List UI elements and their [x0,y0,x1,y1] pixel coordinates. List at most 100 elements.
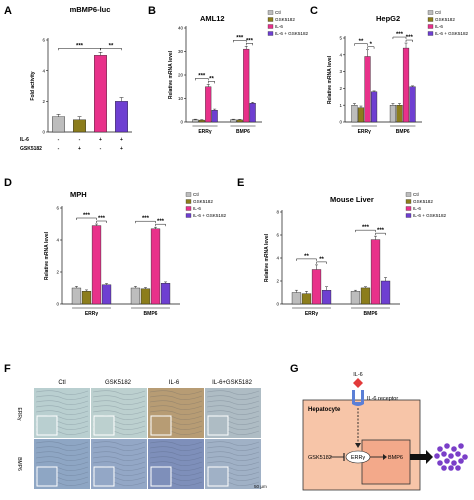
chart-d-ylabel: Relative mRNA level [44,231,50,280]
panel-letter-a: A [4,5,12,17]
panel-letter-b: B [148,5,156,17]
tissue-texture [92,395,146,400]
chart-d-legend-label: IL-6 [193,206,201,211]
chart-d-legend-label: Ctl [193,192,199,197]
bmp6-protein-dot [444,443,450,449]
chart-e: Mouse Liver 0 2 4 6 8 Relative mRNA level ERRγ B… [264,192,447,317]
tissue-texture [149,446,203,451]
chart-e-legend-label: IL-6 + GSK5182 [413,213,447,218]
chart-d-legend-swatch [185,213,192,218]
histology-inset [150,415,172,436]
chart-b-ytick-label: 0 [180,120,183,125]
chart-e-title: Mouse Liver [330,195,374,204]
chart-e-legend-swatch [405,199,412,204]
panel-letter-d: D [4,177,12,189]
chart-e-bar [291,292,302,305]
chart-c-ytick-label: 4 [339,52,342,57]
tissue-texture [206,446,260,451]
chart-e-ytick-label: 4 [276,256,279,261]
chart-b-legend-label: Ctl [275,10,281,15]
chart-a-condition-mark: - [58,146,60,152]
tissue-texture [206,451,260,456]
chart-a-condition-mark: + [78,146,81,152]
chart-c-category-label: ERRγ [358,129,372,135]
tissue-texture [35,461,89,466]
chart-c-legend-swatch [427,17,434,22]
tissue-texture [35,441,89,446]
tissue-texture [35,400,89,405]
tissue-texture [92,400,146,405]
chart-a-condition-mark: - [100,146,102,152]
chart-b-bar [211,110,218,123]
chart-b: AML12 0 10 20 30 40 Relative mRNA level ERRγ BMP… [168,10,309,135]
bmp6-protein-cluster [434,443,468,471]
chart-d-title: MPH [70,190,87,199]
histo-col-combo: IL-6+GSK5182 [212,380,253,386]
histology-grid: Ctl GSK5182 IL-6 IL-6+GSK5182 ERRγ BMP6 … [16,380,267,491]
bmp6-protein-dot [458,443,464,449]
chart-c-bar [351,104,358,123]
chart-a-condition-mark: - [58,137,60,143]
chart-c-legend-swatch [427,31,434,36]
chart-d-legend-label: IL-6 + GSK5182 [193,213,227,218]
chart-e-legend-swatch [405,192,412,197]
tissue-texture [92,390,146,395]
chart-e-bar [321,290,332,305]
chart-e-bar [360,287,371,305]
chart-e-sig-label: ** [319,257,324,263]
panel-letter-e: E [237,177,244,189]
chart-c-sig-label: ** [359,39,364,45]
chart-b-bar [198,119,205,123]
export-arrowhead [426,450,433,464]
nucleus-region [361,439,411,485]
chart-e-ytick-label: 0 [276,302,279,307]
chart-c-ytick-label: 5 [339,36,342,41]
chart-d-sig-label: *** [98,216,106,222]
chart-d-ytick-label: 4 [56,238,59,243]
tissue-texture [206,456,260,461]
tissue-texture [206,395,260,400]
il6-ligand-icon [353,378,363,388]
tissue-texture [92,441,146,446]
chart-e-bar [370,239,381,305]
histology-inset [36,466,58,487]
chart-a-ylabel: Fold activity [30,71,36,100]
chart-c-legend-label: IL-6 + GSK5182 [435,31,469,36]
chart-b-legend-label: IL-6 + GSK5182 [275,31,309,36]
chart-b-ytick-label: 40 [178,26,184,31]
chart-b-sig-label: ** [209,76,214,82]
panel-letter-g: G [290,363,299,375]
export-arrow [410,454,426,460]
chart-d-category-label: ERRγ [85,311,99,317]
chart-b-ytick-label: 10 [178,96,184,101]
chart-c-sig-label: * [370,42,373,48]
histo-row-errg: ERRγ [16,407,22,421]
histology-inset [36,415,58,436]
chart-e-legend-swatch [405,206,412,211]
chart-e-ytick-label: 8 [276,210,279,215]
bmp6-protein-dot [437,460,443,466]
tissue-texture [149,456,203,461]
tissue-texture [149,390,203,395]
chart-b-legend-swatch [267,31,274,36]
tissue-texture [149,395,203,400]
chart-c-bar [370,91,378,123]
panel-letter-c: C [310,5,318,17]
chart-e-ytick-label: 6 [276,233,279,238]
chart-b-legend-swatch [267,17,274,22]
bmp6-gene-label: BMP6 [388,455,403,461]
chart-a-ytick-label: 4 [42,68,45,73]
chart-a-condition-label: IL-6 [20,137,29,143]
bmp6-protein-dot [451,446,457,452]
chart-b-legend-label: IL-6 [275,24,283,29]
chart-c-bar [396,104,403,123]
histology-inset [93,466,115,487]
bmp6-protein-dot [441,465,447,471]
chart-e-legend-swatch [405,213,412,218]
chart-b-category-label: ERRγ [198,129,212,135]
chart-d: MPH 0 2 4 6 Relative mRNA level ERRγ BMP6 *** ***… [44,190,227,317]
tissue-texture [35,446,89,451]
chart-d-ytick-label: 2 [56,270,59,275]
